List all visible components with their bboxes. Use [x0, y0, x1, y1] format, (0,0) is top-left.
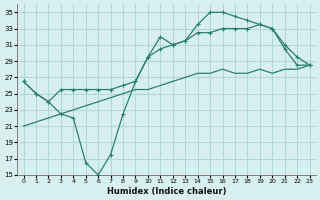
X-axis label: Humidex (Indice chaleur): Humidex (Indice chaleur) [107, 187, 226, 196]
